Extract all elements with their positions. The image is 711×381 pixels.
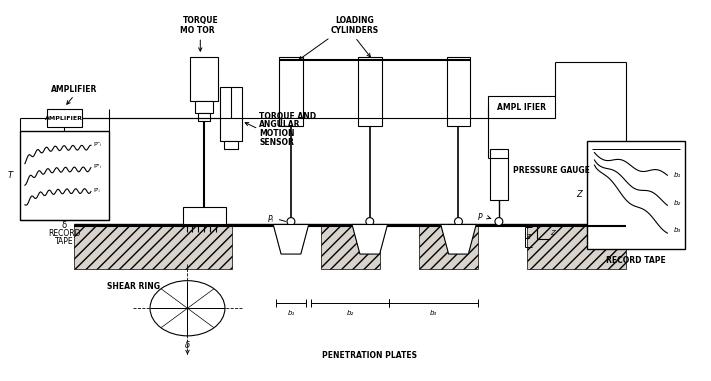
Polygon shape bbox=[352, 224, 387, 254]
Circle shape bbox=[495, 218, 503, 226]
Bar bbox=[196, 101, 213, 113]
Text: MOTION: MOTION bbox=[260, 129, 295, 138]
Polygon shape bbox=[441, 224, 476, 254]
Text: SHEAR RING: SHEAR RING bbox=[107, 282, 160, 291]
Bar bbox=[358, 57, 382, 126]
Text: PRESSURE GAUGE: PRESSURE GAUGE bbox=[513, 166, 589, 175]
Text: TORQUE AND: TORQUE AND bbox=[260, 112, 316, 121]
Text: b₂: b₂ bbox=[346, 310, 353, 316]
Text: T: T bbox=[8, 171, 13, 180]
Circle shape bbox=[287, 218, 295, 226]
Text: b₁: b₁ bbox=[287, 310, 294, 316]
Text: P‴ᵢ: P‴ᵢ bbox=[94, 142, 102, 147]
Text: AMPLIFIER: AMPLIFIER bbox=[46, 115, 83, 120]
Text: LOADING: LOADING bbox=[336, 16, 375, 25]
Text: Z: Z bbox=[550, 231, 555, 236]
Text: P'ᵢ: P'ᵢ bbox=[94, 188, 100, 193]
Text: Z: Z bbox=[576, 190, 582, 199]
Text: b₃: b₃ bbox=[430, 310, 437, 316]
Bar bbox=[447, 57, 470, 126]
Bar bbox=[419, 224, 479, 269]
Circle shape bbox=[366, 218, 374, 226]
Text: δ: δ bbox=[185, 341, 190, 350]
Bar bbox=[528, 224, 626, 269]
Text: AMPL IFIER: AMPL IFIER bbox=[497, 103, 546, 112]
Text: ANGULAR: ANGULAR bbox=[260, 120, 301, 130]
Bar bbox=[47, 109, 82, 127]
Bar bbox=[183, 207, 226, 224]
Bar bbox=[74, 224, 232, 269]
Bar bbox=[490, 149, 508, 200]
Text: b₂: b₂ bbox=[673, 200, 680, 206]
Bar bbox=[224, 141, 237, 149]
Bar bbox=[587, 141, 685, 249]
Text: AMPLIFIER: AMPLIFIER bbox=[51, 85, 97, 94]
Ellipse shape bbox=[150, 281, 225, 336]
Polygon shape bbox=[273, 224, 309, 254]
Text: TAPE: TAPE bbox=[55, 237, 74, 246]
Text: SENSOR: SENSOR bbox=[260, 138, 294, 147]
Text: δ: δ bbox=[62, 221, 67, 230]
Bar bbox=[191, 57, 218, 101]
Text: RECORD: RECORD bbox=[48, 229, 80, 238]
Text: b₃: b₃ bbox=[673, 227, 680, 234]
Bar bbox=[279, 57, 303, 126]
Text: PENETRATION PLATES: PENETRATION PLATES bbox=[322, 351, 417, 360]
Text: TORQUE: TORQUE bbox=[183, 16, 218, 25]
Text: b₁: b₁ bbox=[673, 172, 680, 178]
Bar bbox=[321, 224, 380, 269]
Bar bbox=[488, 96, 555, 118]
Text: CYLINDERS: CYLINDERS bbox=[331, 26, 379, 35]
Text: Pᵢ: Pᵢ bbox=[268, 215, 274, 224]
Text: Z: Z bbox=[525, 234, 530, 240]
Text: RECORD TAPE: RECORD TAPE bbox=[606, 256, 665, 266]
Text: P: P bbox=[478, 213, 483, 222]
Bar bbox=[198, 113, 210, 121]
Text: MO TOR: MO TOR bbox=[180, 26, 215, 35]
Text: P"ᵢ: P"ᵢ bbox=[94, 164, 102, 169]
Bar bbox=[20, 131, 109, 219]
Bar bbox=[220, 86, 242, 141]
Circle shape bbox=[454, 218, 462, 226]
